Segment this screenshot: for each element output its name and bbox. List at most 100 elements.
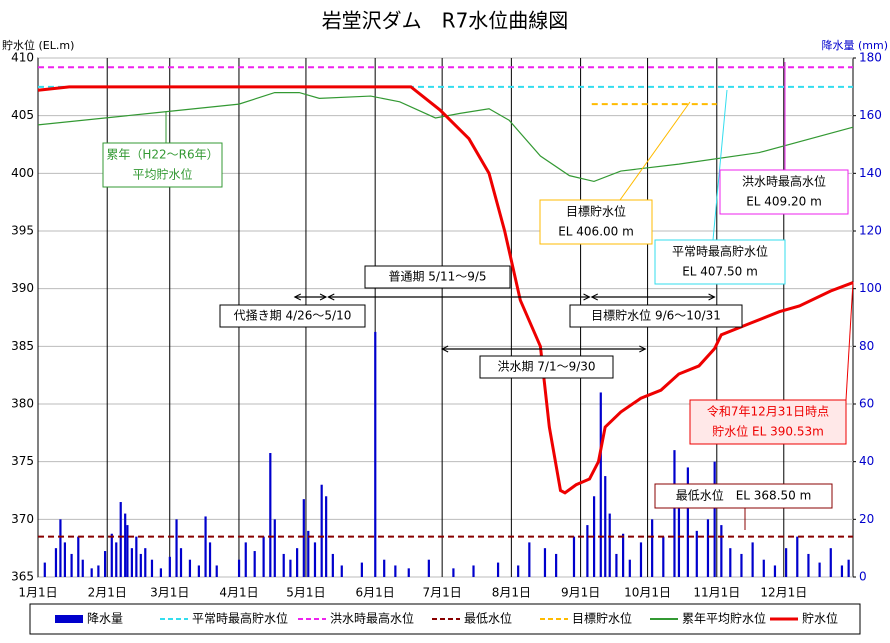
y-tick-label: 385	[11, 339, 34, 353]
precip-bar	[695, 530, 698, 577]
series-line	[37, 85, 854, 495]
annotation-box	[689, 399, 847, 445]
legend-label: 最低水位	[464, 611, 512, 626]
legend-label: 洪水時最高水位	[330, 611, 414, 626]
x-tick-label: 2月1日	[88, 586, 127, 600]
precip-bar	[427, 559, 430, 577]
precip-bar	[340, 565, 343, 577]
precip-bar	[282, 553, 285, 577]
precip-bar	[302, 499, 305, 577]
precip-bar	[244, 542, 247, 577]
precip-bar	[179, 548, 183, 577]
precip-bar	[773, 565, 777, 577]
precip-bar	[63, 542, 66, 577]
precip-bar	[115, 542, 118, 577]
x-tick-label: 7月1日	[423, 586, 462, 600]
y2-tick-label: 20	[859, 512, 874, 526]
x-tick-label: 5月1日	[286, 586, 325, 600]
precip-bar	[70, 553, 73, 577]
precip-bar	[110, 533, 113, 577]
annotation-text: 洪水時最高水位	[742, 174, 826, 189]
precip-bar	[320, 484, 323, 577]
precip-bar	[847, 559, 850, 577]
precip-bar	[43, 562, 46, 577]
precip-bar	[840, 565, 844, 577]
precip-bar	[720, 525, 723, 577]
x-tick-label: 3月1日	[150, 586, 189, 600]
x-tick-label: 10月1日	[624, 586, 671, 600]
y-tick-label: 400	[11, 166, 34, 180]
legend-swatch	[55, 615, 83, 623]
y2-tick-label: 60	[859, 397, 874, 411]
legend-label: 目標貯水位	[572, 611, 632, 626]
y2-tick-label: 100	[859, 281, 882, 295]
precip-bar	[307, 530, 310, 577]
x-tick-label: 12月1日	[760, 586, 807, 600]
annotation-text: 目標貯水位	[566, 204, 626, 219]
period-box	[569, 304, 743, 328]
precip-bar	[126, 525, 129, 577]
y-tick-label: 375	[11, 454, 34, 468]
precip-bar	[54, 548, 58, 577]
legend-label: 降水量	[87, 612, 123, 626]
precip-bar	[59, 519, 62, 577]
annotation-text: 貯水位 EL 390.53m	[712, 424, 824, 439]
y2-tick-label: 120	[859, 224, 882, 238]
precip-bar	[289, 559, 292, 577]
precip-bar	[740, 553, 743, 577]
precip-bar	[639, 542, 643, 577]
arrow-head	[327, 293, 591, 301]
precip-bar	[144, 548, 147, 577]
callout-line	[619, 101, 691, 201]
y-axis-label: 貯水位 (EL.m)	[2, 38, 74, 52]
precip-bar	[313, 542, 317, 577]
x-tick-label: 6月1日	[356, 586, 395, 600]
x-tick-label: 1月1日	[18, 586, 57, 600]
precip-bar	[592, 496, 596, 577]
precip-bar	[452, 568, 455, 577]
precip-bar	[604, 476, 607, 577]
precip-bar	[628, 559, 631, 577]
precip-bar	[77, 536, 80, 577]
y-tick-label: 390	[11, 281, 34, 295]
precip-bar	[269, 453, 272, 577]
y2-axis-label: 降水量 (mm)	[821, 38, 888, 52]
y2-tick-label: 80	[859, 339, 874, 353]
arrow-head	[441, 345, 647, 353]
precip-bar	[273, 519, 276, 577]
precip-bar	[586, 525, 589, 577]
annotation-text: 最低水位 EL 368.50 m	[676, 488, 812, 503]
precip-bar	[90, 568, 93, 577]
annotation-text: 累年（H22〜R6年）	[106, 148, 218, 162]
period-box	[219, 304, 366, 328]
y2-tick-label: 40	[859, 454, 874, 468]
precip-bar	[751, 542, 754, 577]
callout-line	[712, 89, 728, 241]
precip-bar	[119, 502, 122, 577]
precip-bar	[124, 513, 127, 577]
precip-bar	[706, 519, 710, 577]
precip-bar	[331, 553, 334, 577]
y2-tick-label: 0	[859, 570, 867, 584]
period-label: 代掻き期 4/26〜5/10	[234, 309, 352, 323]
precip-bar	[528, 542, 531, 577]
legend-label: 累年平均貯水位	[682, 611, 766, 626]
period-label: 洪水期 7/1〜9/30	[497, 360, 595, 374]
precip-bar	[762, 559, 765, 577]
precip-bar	[139, 553, 142, 577]
annotation-box	[102, 142, 223, 188]
precip-bar	[197, 565, 200, 577]
period-box	[479, 355, 614, 379]
arrow-head	[590, 293, 716, 301]
annotation-box	[654, 239, 786, 285]
precip-bar	[686, 467, 689, 577]
period-label: 普通期 5/11〜9/5	[388, 270, 486, 284]
x-tick-label: 8月1日	[492, 586, 531, 600]
y2-tick-label: 140	[859, 166, 882, 180]
precip-bar	[472, 565, 475, 577]
period-label: 目標貯水位 9/6〜10/31	[591, 308, 721, 323]
precip-bar	[572, 536, 576, 577]
y-tick-label: 380	[11, 397, 34, 411]
y-tick-label: 405	[11, 108, 34, 122]
